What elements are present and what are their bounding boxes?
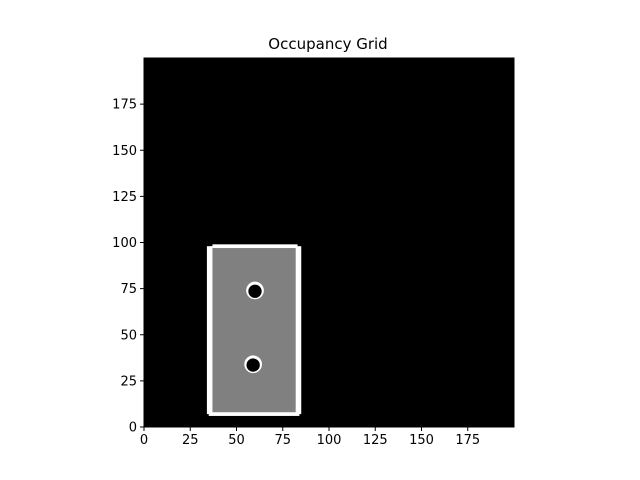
obstacle-interior: [246, 358, 260, 372]
y-tick-label: 25: [120, 374, 137, 389]
y-axis: 0 25 50 75 100 125 150 175: [112, 98, 144, 436]
obstacle-interior: [248, 284, 262, 298]
x-tick-label: 50: [228, 433, 245, 448]
x-tick-label: 0: [140, 433, 148, 448]
wall-region: [206, 246, 213, 415]
y-tick-label: 75: [120, 282, 137, 297]
x-tick-label: 125: [363, 433, 388, 448]
x-tick-label: 75: [274, 433, 291, 448]
y-tick-label: 0: [129, 421, 137, 436]
x-tick-label: 25: [182, 433, 199, 448]
free-space-region: [210, 246, 298, 415]
y-tick-label: 125: [112, 190, 137, 205]
y-tick-label: 175: [112, 98, 137, 113]
x-tick-label: 175: [455, 433, 480, 448]
x-tick-label: 150: [409, 433, 434, 448]
y-tick-label: 100: [112, 236, 137, 251]
wall-region: [208, 412, 300, 416]
wall-region: [212, 244, 298, 249]
unknown-space-background: [144, 58, 514, 427]
chart-title: Occupancy Grid: [268, 35, 387, 53]
plot-area: [143, 57, 515, 428]
grid-cells: [206, 244, 302, 416]
x-tick-label: 100: [317, 433, 342, 448]
y-tick-label: 150: [112, 144, 137, 159]
x-axis: 0 25 50 75 100 125 150 175: [140, 427, 480, 448]
y-tick-label: 50: [120, 328, 137, 343]
wall-region: [295, 246, 302, 415]
